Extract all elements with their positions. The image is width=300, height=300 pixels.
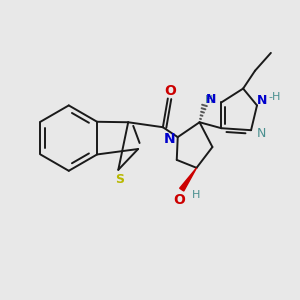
Text: N: N [256,127,266,140]
Text: N: N [257,94,267,107]
Text: N: N [206,93,217,106]
Text: H: H [205,95,214,106]
Text: -H: -H [268,92,281,103]
Polygon shape [180,168,196,191]
Text: S: S [115,173,124,186]
Text: O: O [164,84,176,98]
Text: N: N [164,132,176,146]
Text: H: H [191,190,200,200]
Text: O: O [173,193,185,206]
